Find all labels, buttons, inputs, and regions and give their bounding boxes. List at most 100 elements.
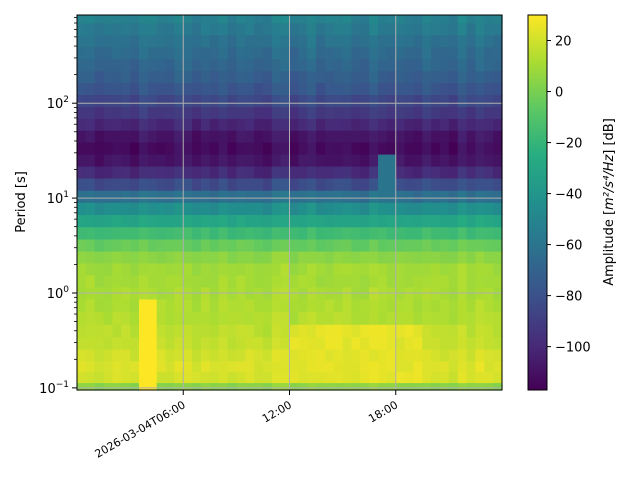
heatmap-cell <box>77 70 87 84</box>
heatmap-cell <box>466 311 477 325</box>
heatmap-cell <box>112 94 122 107</box>
heatmap-cell <box>121 214 131 228</box>
heatmap-cell <box>77 94 87 107</box>
heatmap-cell <box>271 324 282 338</box>
heatmap-cell <box>112 15 122 24</box>
heatmap-cell <box>147 15 158 24</box>
heatmap-cell <box>493 262 503 276</box>
heatmap-cell <box>94 22 105 36</box>
heatmap-cell <box>413 34 423 48</box>
heatmap-cell <box>165 274 175 288</box>
heatmap-cell <box>484 34 494 48</box>
heatmap-cell <box>431 106 441 119</box>
heatmap-cell <box>378 94 388 107</box>
heatmap-cell <box>466 274 477 288</box>
heatmap-cell <box>484 177 494 191</box>
heatmap-cell <box>174 141 184 155</box>
heatmap-cell <box>351 214 361 228</box>
heatmap-cell <box>466 214 477 228</box>
heatmap-cell <box>200 154 211 167</box>
heatmap-cell <box>183 238 193 252</box>
heatmap-cell <box>165 34 175 48</box>
heatmap-cell <box>262 118 273 131</box>
heatmap-cell <box>360 202 370 216</box>
heatmap-cell <box>342 214 353 228</box>
heatmap-cell <box>378 274 388 288</box>
heatmap-cell <box>316 46 326 60</box>
heatmap-cell <box>484 118 494 131</box>
heatmap-cell <box>386 349 397 362</box>
heatmap-cell <box>448 371 459 384</box>
heatmap-cell <box>236 336 246 350</box>
heatmap-cell <box>413 238 423 252</box>
heatmap-cell <box>262 82 273 96</box>
heatmap-cell <box>307 298 317 312</box>
heatmap-cell <box>183 94 193 107</box>
heatmap-cell <box>457 106 468 119</box>
heatmap-cell <box>413 46 423 60</box>
heatmap-cell <box>493 324 503 338</box>
heatmap-cell <box>342 382 353 391</box>
heatmap-cell <box>209 15 220 24</box>
heatmap-cell <box>342 154 353 167</box>
heatmap-cell <box>422 190 432 203</box>
heatmap-cell <box>422 238 432 252</box>
heatmap-cell <box>209 190 220 203</box>
heatmap-cell <box>138 130 149 143</box>
heatmap-cell <box>413 382 423 391</box>
heatmap-cell <box>475 349 485 362</box>
heatmap-cell <box>289 311 299 325</box>
heatmap-cell <box>440 94 450 107</box>
heatmap-cell <box>121 177 131 191</box>
heatmap-cell <box>192 154 202 167</box>
heatmap-cell <box>271 311 282 325</box>
heatmap-cell <box>192 177 202 191</box>
heatmap-cell <box>413 262 423 276</box>
heatmap-cell <box>77 262 87 276</box>
heatmap-cell <box>493 371 503 384</box>
heatmap-cell <box>147 106 158 119</box>
heatmap-cell <box>192 106 202 119</box>
heatmap-cell <box>174 154 184 167</box>
heatmap-cell <box>121 250 131 264</box>
heatmap-cell <box>333 250 344 264</box>
heatmap-cell <box>369 70 379 84</box>
heatmap-cell <box>200 94 211 107</box>
heatmap-cell <box>245 46 255 60</box>
heatmap-cell <box>351 274 361 288</box>
heatmap-cell <box>448 106 459 119</box>
heatmap-cell <box>112 70 122 84</box>
heatmap-cell <box>342 34 353 48</box>
heatmap-cell <box>236 360 246 373</box>
heatmap-cell <box>289 141 299 155</box>
heatmap-cell <box>138 34 149 48</box>
heatmap-cell <box>413 298 423 312</box>
heatmap-cell <box>404 382 415 391</box>
heatmap-cell <box>475 141 485 155</box>
heatmap-cell <box>192 118 202 131</box>
heatmap-cell <box>316 336 326 350</box>
heatmap-cell <box>378 214 388 228</box>
heatmap-cell <box>280 324 291 338</box>
heatmap-cell <box>360 298 370 312</box>
heatmap-cell <box>351 118 361 131</box>
heatmap-cell <box>360 118 370 131</box>
heatmap-cell <box>333 349 344 362</box>
heatmap-cell <box>289 360 299 373</box>
heatmap-cell <box>280 70 291 84</box>
heatmap-cell <box>289 106 299 119</box>
heatmap-cell <box>236 46 246 60</box>
heatmap-cell <box>174 262 184 276</box>
heatmap-cell <box>431 118 441 131</box>
heatmap-cell <box>121 46 131 60</box>
heatmap-cell <box>493 311 503 325</box>
heatmap-cell <box>493 46 503 60</box>
heatmap-cell <box>289 349 299 362</box>
heatmap-cell <box>324 274 335 288</box>
heatmap-cell <box>333 214 344 228</box>
heatmap-cell <box>289 250 299 264</box>
heatmap-cell <box>378 336 388 350</box>
heatmap-cell <box>298 141 308 155</box>
heatmap-cell <box>85 190 96 203</box>
heatmap-cell <box>174 82 184 96</box>
